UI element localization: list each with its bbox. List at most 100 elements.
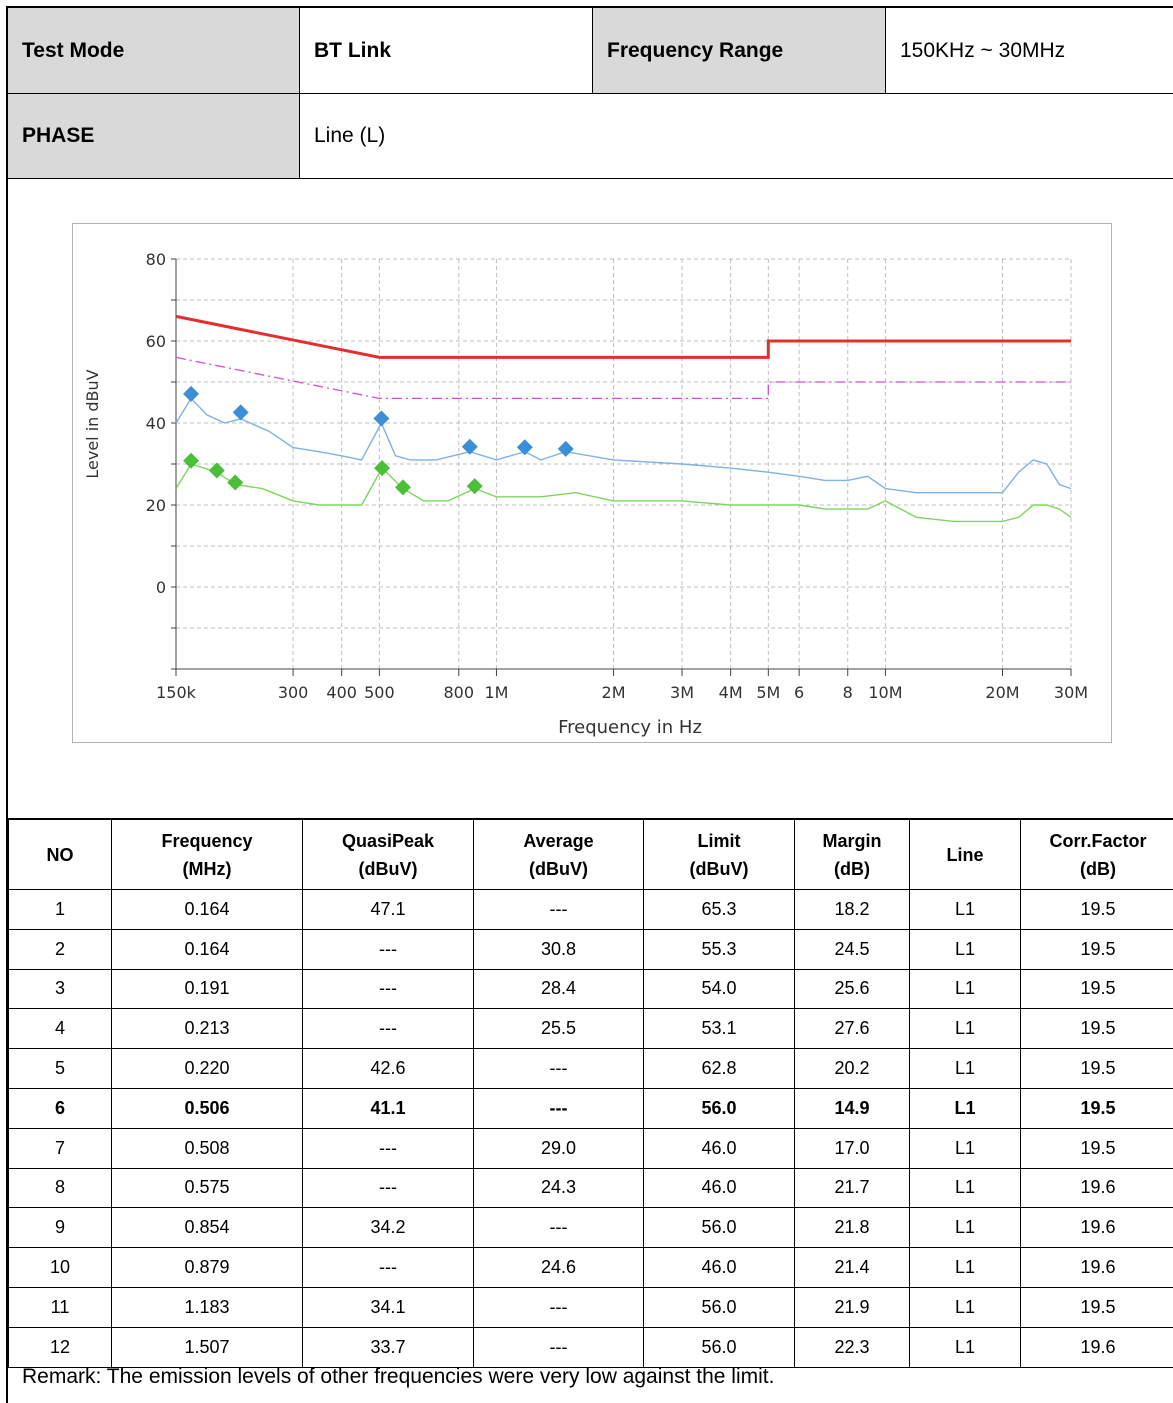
column-header: Margin (dB) bbox=[795, 820, 910, 890]
table-row: 7 0.508 --- 29.0 46.0 17.0 L1 19.5 bbox=[9, 1128, 1173, 1168]
table-cell: L1 bbox=[910, 1049, 1021, 1089]
phase-label: PHASE bbox=[8, 94, 300, 179]
table-cell: --- bbox=[303, 1128, 474, 1168]
table-cell: 0.854 bbox=[112, 1208, 303, 1248]
table-header-row: NO Frequency (MHz) QuasiPeak (dBuV) Average (d… bbox=[9, 820, 1173, 890]
column-header-unit: (dBuV) bbox=[474, 855, 643, 883]
table-cell: --- bbox=[303, 1248, 474, 1288]
table-cell: 56.0 bbox=[644, 1088, 795, 1128]
table-cell: 0.575 bbox=[112, 1168, 303, 1208]
qp-markers-point bbox=[373, 410, 389, 426]
av-limit-line bbox=[176, 357, 1071, 398]
y-tick-label: 60 bbox=[146, 332, 166, 351]
table-cell: 47.1 bbox=[303, 890, 474, 930]
table-cell: 19.5 bbox=[1021, 890, 1173, 930]
table-cell: 17.0 bbox=[795, 1128, 910, 1168]
table-cell: L1 bbox=[910, 890, 1021, 930]
chart-area: 80 60 40 20 0 150k 300 400 500 800 1M 2M 3M 4M 5M 6 8 10M… bbox=[8, 179, 1173, 819]
column-header-unit: (dBuV) bbox=[303, 855, 473, 883]
table-cell: 56.0 bbox=[644, 1327, 795, 1367]
column-header-unit: (MHz) bbox=[112, 855, 302, 883]
table-cell: 0.213 bbox=[112, 1009, 303, 1049]
table-cell: 19.6 bbox=[1021, 1168, 1173, 1208]
table-cell: 24.5 bbox=[795, 929, 910, 969]
x-tick-label: 4M bbox=[719, 683, 743, 702]
chart-frame: 80 60 40 20 0 150k 300 400 500 800 1M 2M 3M 4M 5M 6 8 10M… bbox=[72, 223, 1112, 743]
table-cell: 3 bbox=[9, 969, 112, 1009]
table-cell: 19.6 bbox=[1021, 1208, 1173, 1248]
table-cell: 21.8 bbox=[795, 1208, 910, 1248]
table-cell: L1 bbox=[910, 1009, 1021, 1049]
table-cell: 25.6 bbox=[795, 969, 910, 1009]
table-cell: 19.5 bbox=[1021, 1009, 1173, 1049]
column-header: Corr.Factor (dB) bbox=[1021, 820, 1173, 890]
av-markers-point bbox=[227, 474, 243, 490]
table-row: 1 0.164 47.1 --- 65.3 18.2 L1 19.5 bbox=[9, 890, 1173, 930]
table-cell: 0.220 bbox=[112, 1049, 303, 1089]
x-tick-label: 6 bbox=[794, 683, 804, 702]
column-header: Limit (dBuV) bbox=[644, 820, 795, 890]
x-tick-label: 800 bbox=[443, 683, 474, 702]
table-cell: --- bbox=[303, 929, 474, 969]
table-cell: 0.164 bbox=[112, 890, 303, 930]
table-body: 1 0.164 47.1 --- 65.3 18.2 L1 19.5 2 0.164 --- 30.8… bbox=[9, 890, 1173, 1368]
table-cell: 34.1 bbox=[303, 1287, 474, 1327]
table-row: 2 0.164 --- 30.8 55.3 24.5 L1 19.5 bbox=[9, 929, 1173, 969]
table-cell: 21.9 bbox=[795, 1287, 910, 1327]
x-tick-label: 500 bbox=[364, 683, 395, 702]
table-cell: 55.3 bbox=[644, 929, 795, 969]
qp-trace bbox=[176, 398, 1071, 492]
table-cell: 62.8 bbox=[644, 1049, 795, 1089]
av-markers-point bbox=[395, 479, 411, 495]
x-tick-label: 30M bbox=[1054, 683, 1088, 702]
table-row: 10 0.879 --- 24.6 46.0 21.4 L1 19.6 bbox=[9, 1248, 1173, 1288]
table-cell: 0.508 bbox=[112, 1128, 303, 1168]
table-cell: 30.8 bbox=[474, 929, 644, 969]
column-header: Line bbox=[910, 820, 1021, 890]
table-cell: 19.6 bbox=[1021, 1248, 1173, 1288]
y-tick-label: 20 bbox=[146, 496, 166, 515]
y-tick-label: 0 bbox=[156, 578, 166, 597]
test-mode-label: Test Mode bbox=[8, 8, 300, 94]
column-header-unit: (dB) bbox=[1021, 855, 1173, 883]
table-cell: 25.5 bbox=[474, 1009, 644, 1049]
table-cell: 20.2 bbox=[795, 1049, 910, 1089]
x-tick-label: 20M bbox=[985, 683, 1019, 702]
y-tick-label: 80 bbox=[146, 250, 166, 269]
table-cell: 41.1 bbox=[303, 1088, 474, 1128]
x-tick-label: 5M bbox=[756, 683, 780, 702]
table-cell: 21.4 bbox=[795, 1248, 910, 1288]
results-table: NO Frequency (MHz) QuasiPeak (dBuV) Average (d… bbox=[8, 819, 1173, 1368]
qp-markers-point bbox=[233, 404, 249, 420]
qp-limit-line bbox=[176, 316, 1071, 357]
column-header: Average (dBuV) bbox=[474, 820, 644, 890]
grid bbox=[176, 259, 1071, 669]
frequency-range-label: Frequency Range bbox=[593, 8, 886, 94]
table-cell: 0.879 bbox=[112, 1248, 303, 1288]
x-tick-label: 400 bbox=[326, 683, 357, 702]
phase-value: Line (L) bbox=[300, 94, 1173, 179]
table-cell: 10 bbox=[9, 1248, 112, 1288]
table-cell: --- bbox=[474, 1327, 644, 1367]
column-header-title: Average bbox=[474, 827, 643, 855]
table-cell: L1 bbox=[910, 1248, 1021, 1288]
table-cell: 19.5 bbox=[1021, 1088, 1173, 1128]
table-cell: 28.4 bbox=[474, 969, 644, 1009]
table-cell: 65.3 bbox=[644, 890, 795, 930]
table-cell: 0.191 bbox=[112, 969, 303, 1009]
table-cell: 14.9 bbox=[795, 1088, 910, 1128]
column-header-unit: (dBuV) bbox=[644, 855, 794, 883]
x-tick-label: 1M bbox=[484, 683, 508, 702]
qp-markers-point bbox=[183, 386, 199, 402]
frequency-range-value: 150KHz ~ 30MHz bbox=[886, 8, 1173, 94]
x-tick-label: 8 bbox=[843, 683, 853, 702]
table-cell: 0.506 bbox=[112, 1088, 303, 1128]
table-cell: --- bbox=[474, 1287, 644, 1327]
column-header-title: Margin bbox=[795, 827, 909, 855]
table-row: 11 1.183 34.1 --- 56.0 21.9 L1 19.5 bbox=[9, 1287, 1173, 1327]
column-header: NO bbox=[9, 820, 112, 890]
table-cell: 42.6 bbox=[303, 1049, 474, 1089]
column-header-title: QuasiPeak bbox=[303, 827, 473, 855]
table-cell: 54.0 bbox=[644, 969, 795, 1009]
column-header-title: Frequency bbox=[112, 827, 302, 855]
